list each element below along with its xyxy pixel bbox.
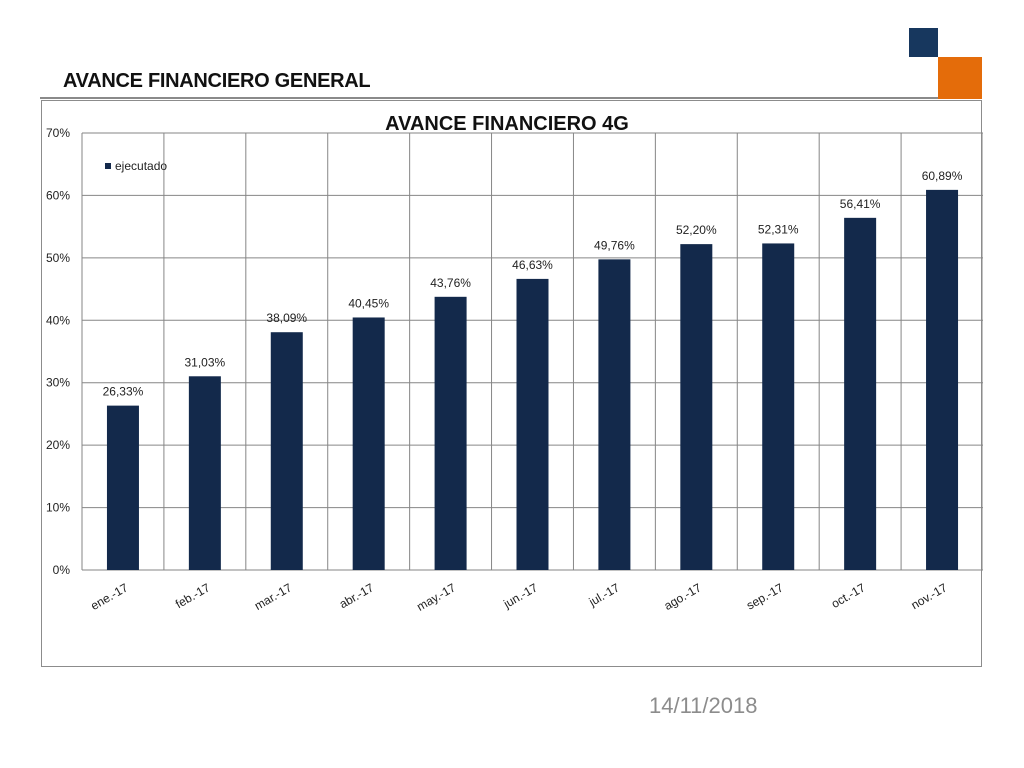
bar bbox=[680, 244, 713, 570]
bar bbox=[926, 189, 959, 570]
bar-value-label: 46,63% bbox=[512, 258, 553, 272]
slide-title: AVANCE FINANCIERO GENERAL bbox=[63, 70, 371, 92]
x-tick-label: sep.-17 bbox=[744, 580, 786, 612]
y-tick-label: 30% bbox=[46, 376, 70, 390]
chart-frame: AVANCE FINANCIERO 4G 26,33% 31,03% 38,09% 4… bbox=[41, 100, 983, 667]
x-tick-label: ene.-17 bbox=[88, 580, 131, 613]
bar-value-label: 52,31% bbox=[758, 222, 799, 236]
bar bbox=[434, 296, 467, 570]
x-tick-label: nov.-17 bbox=[909, 580, 950, 612]
x-tick-label: may.-17 bbox=[414, 580, 458, 614]
legend: ejecutado bbox=[105, 159, 167, 173]
bar bbox=[844, 217, 877, 570]
bar-value-label: 43,76% bbox=[430, 276, 471, 290]
bar bbox=[106, 405, 139, 570]
legend-label: ejecutado bbox=[115, 159, 167, 173]
x-tick-label: feb.-17 bbox=[173, 580, 213, 611]
x-tick-label: ago.-17 bbox=[662, 580, 705, 613]
bar bbox=[352, 317, 385, 570]
y-tick-label: 70% bbox=[46, 126, 70, 140]
bar-value-label: 49,76% bbox=[594, 238, 635, 252]
bar-value-label: 40,45% bbox=[348, 296, 389, 310]
chart-title: AVANCE FINANCIERO 4G bbox=[385, 113, 629, 135]
labels-layer: 26,33% 31,03% 38,09% 40,45% 43,76% 46,63% 49,7… bbox=[103, 169, 963, 399]
y-tick-label: 40% bbox=[46, 313, 70, 327]
bar-value-label: 38,09% bbox=[266, 311, 307, 325]
bar-value-label: 52,20% bbox=[676, 223, 717, 237]
bar bbox=[598, 259, 631, 570]
bar bbox=[270, 332, 303, 570]
x-tick-label: mar.-17 bbox=[252, 580, 295, 613]
bar bbox=[516, 278, 549, 570]
y-tick-label: 10% bbox=[46, 501, 70, 515]
navy-accent-square bbox=[909, 28, 938, 57]
y-tick-label: 20% bbox=[46, 438, 70, 452]
x-tick-label: abr.-17 bbox=[337, 580, 377, 611]
bars-layer bbox=[106, 189, 959, 570]
bar bbox=[762, 243, 795, 570]
bar-value-label: 56,41% bbox=[840, 197, 881, 211]
bar-value-label: 31,03% bbox=[185, 355, 226, 369]
orange-accent-square bbox=[938, 57, 982, 99]
y-tick-label: 0% bbox=[53, 563, 71, 577]
y-tick-label: 50% bbox=[46, 251, 70, 265]
y-tick-label: 60% bbox=[46, 188, 70, 202]
axis-layer: 0% 10% 20% 30% 40% 50% 60% 70% ene.-17 feb.-17 mar… bbox=[46, 126, 950, 614]
x-tick-label: jul.-17 bbox=[586, 580, 622, 609]
bar-chart: AVANCE FINANCIERO 4G 26,33% 31,03% 38,09% 4… bbox=[46, 113, 983, 614]
footer-date: 14/11/2018 bbox=[649, 693, 758, 718]
legend-swatch bbox=[105, 163, 111, 169]
x-tick-label: oct.-17 bbox=[829, 580, 868, 611]
bar bbox=[188, 376, 221, 570]
x-tick-label: jun.-17 bbox=[500, 580, 540, 611]
bar-value-label: 26,33% bbox=[103, 385, 144, 399]
title-divider bbox=[40, 97, 938, 99]
bar-value-label: 60,89% bbox=[922, 169, 963, 183]
